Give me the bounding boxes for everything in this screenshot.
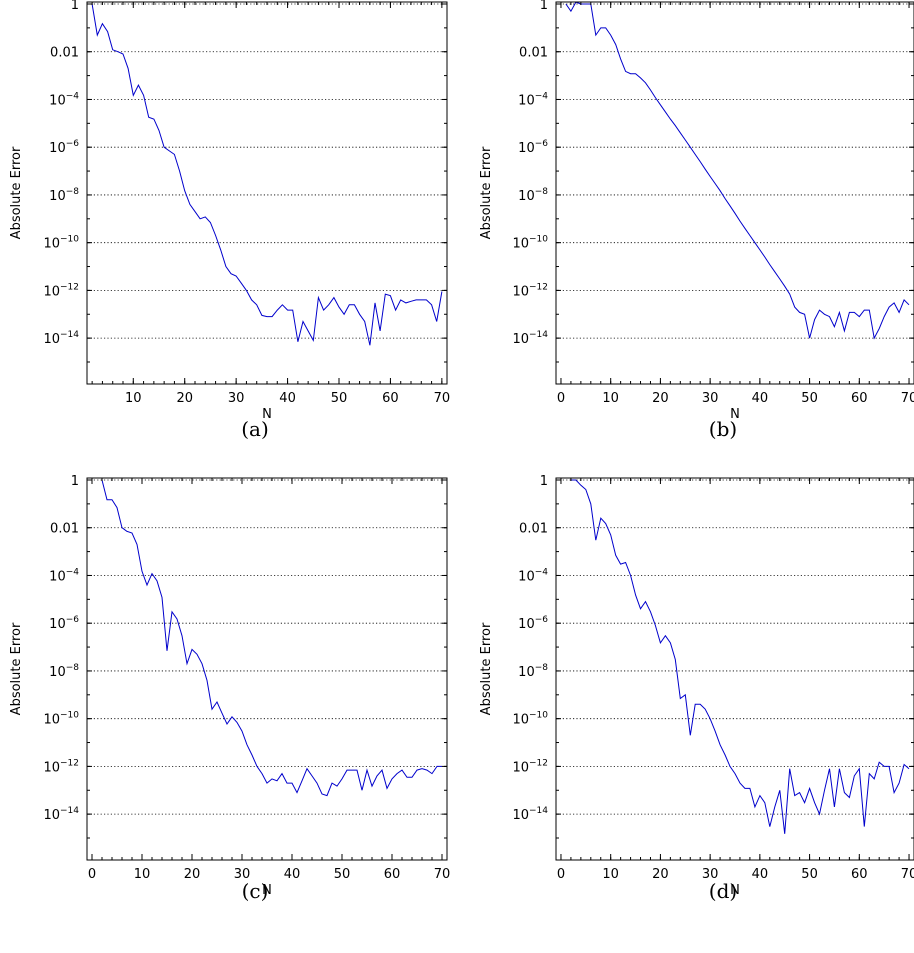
y-axis-label: Absolute Error — [9, 622, 24, 715]
panel-caption: (a) — [241, 417, 269, 441]
x-tick-label: 30 — [702, 867, 719, 882]
y-tick-label: 1 — [71, 0, 79, 13]
x-tick-label: 0 — [557, 391, 565, 406]
y-tick-label: 10−6 — [49, 615, 79, 632]
x-axis-label: N — [730, 883, 740, 898]
x-tick-label: 70 — [901, 867, 914, 882]
y-tick-label: 1 — [540, 474, 548, 489]
chart-panel-b: 1 0.01 10−4 10−6 10−8 10−10 10−12 10−14 0 10 20 30 4… — [479, 0, 914, 441]
x-tick-label: 40 — [752, 867, 769, 882]
plot-frame — [86, 1, 448, 385]
x-tick-label: 30 — [702, 391, 719, 406]
x-tick-label: 0 — [88, 867, 96, 882]
y-axis-label: Absolute Error — [479, 146, 494, 239]
chart-panel-d: 1 0.01 10−4 10−6 10−8 10−10 10−12 10−14 0 10 20 30 4… — [479, 474, 914, 903]
y-tick-label: 10−4 — [518, 91, 548, 108]
x-tick-label: 0 — [557, 867, 565, 882]
error-series-line — [91, 3, 443, 346]
y-tick-label: 10−4 — [49, 91, 79, 108]
y-tick-label: 10−14 — [43, 806, 79, 823]
y-tick-label: 10−10 — [512, 235, 548, 252]
y-tick-label: 0.01 — [519, 522, 548, 537]
x-tick-label: 50 — [801, 867, 818, 882]
x-tick-label: 50 — [334, 867, 351, 882]
y-tick-label: 10−10 — [43, 235, 79, 252]
chart-panel-c: 1 0.01 10−4 10−6 10−8 10−10 10−12 10−14 0 10 20 30 4… — [9, 474, 450, 903]
plot-frame — [86, 477, 448, 861]
x-tick-label: 60 — [384, 867, 401, 882]
y-tick-label: 10−6 — [518, 615, 548, 632]
x-tick-label: 30 — [234, 867, 251, 882]
plot-frame — [555, 477, 914, 861]
y-tick-label: 10−8 — [49, 187, 79, 204]
error-series-line — [565, 2, 910, 340]
panel-caption: (b) — [709, 417, 737, 441]
x-axis-label: N — [262, 407, 272, 422]
x-tick-label: 60 — [382, 391, 399, 406]
y-tick-label: 10−4 — [518, 567, 548, 584]
y-tick-label: 10−14 — [43, 330, 79, 347]
y-tick-label: 10−14 — [512, 806, 548, 823]
x-tick-label: 10 — [602, 391, 619, 406]
y-tick-label: 1 — [71, 474, 79, 489]
y-tick-label: 10−12 — [43, 282, 79, 299]
x-tick-label: 50 — [801, 391, 818, 406]
x-tick-label: 20 — [176, 391, 193, 406]
panel-caption: (c) — [242, 879, 269, 903]
y-tick-label: 10−12 — [512, 282, 548, 299]
x-tick-label: 10 — [125, 391, 142, 406]
x-tick-label: 60 — [851, 867, 868, 882]
y-tick-label: 10−8 — [518, 663, 548, 680]
x-tick-label: 10 — [134, 867, 151, 882]
x-axis-label: N — [730, 407, 740, 422]
x-tick-label: 30 — [228, 391, 245, 406]
x-tick-label: 10 — [602, 867, 619, 882]
x-tick-label: 70 — [434, 867, 451, 882]
x-tick-label: 60 — [851, 391, 868, 406]
y-tick-label: 10−14 — [512, 330, 548, 347]
y-tick-label: 0.01 — [50, 46, 79, 61]
chart-panel-a: 1 0.01 10−4 10−6 10−8 10−10 10−12 10−14 10 20 30 40… — [9, 0, 450, 441]
y-tick-label: 10−6 — [518, 139, 548, 156]
panel-caption: (d) — [709, 879, 737, 903]
y-tick-label: 1 — [540, 0, 548, 13]
y-tick-label: 10−12 — [512, 758, 548, 775]
x-tick-label: 20 — [652, 391, 669, 406]
y-tick-label: 0.01 — [519, 46, 548, 61]
y-axis-label: Absolute Error — [9, 146, 24, 239]
x-tick-label: 40 — [752, 391, 769, 406]
x-tick-label: 50 — [331, 391, 348, 406]
y-axis-label: Absolute Error — [479, 622, 494, 715]
x-tick-label: 70 — [434, 391, 451, 406]
y-tick-label: 10−6 — [49, 139, 79, 156]
y-tick-label: 10−8 — [518, 187, 548, 204]
y-tick-label: 10−4 — [49, 567, 79, 584]
x-tick-label: 40 — [279, 391, 296, 406]
y-tick-label: 10−10 — [512, 711, 548, 728]
x-tick-label: 20 — [652, 867, 669, 882]
x-tick-label: 20 — [184, 867, 201, 882]
y-tick-label: 10−10 — [43, 711, 79, 728]
y-tick-label: 10−12 — [43, 758, 79, 775]
x-axis-label: N — [262, 883, 272, 898]
error-series-line — [101, 479, 442, 797]
x-tick-label: 70 — [901, 391, 914, 406]
plot-frame — [555, 1, 914, 385]
x-tick-label: 40 — [284, 867, 301, 882]
y-tick-label: 0.01 — [50, 522, 79, 537]
y-tick-label: 10−8 — [49, 663, 79, 680]
error-series-line — [570, 479, 910, 834]
